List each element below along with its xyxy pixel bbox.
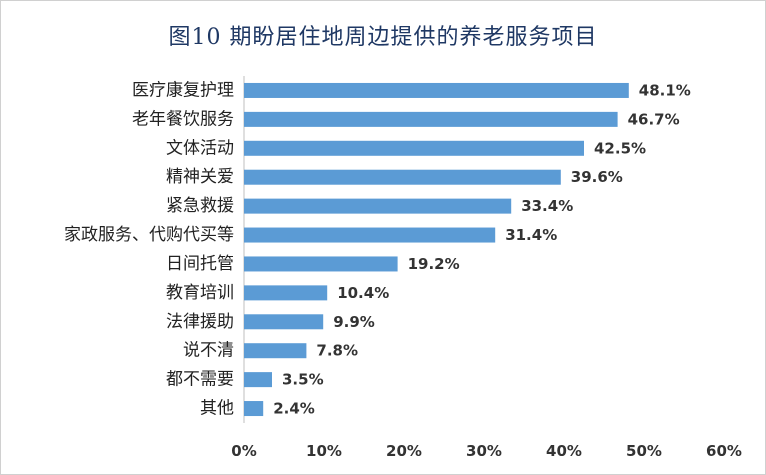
category-label: 其他 bbox=[200, 399, 234, 419]
x-tick-label: 0% bbox=[231, 442, 256, 460]
category-label: 文体活动 bbox=[166, 138, 234, 158]
value-label: 39.6% bbox=[571, 168, 623, 186]
value-label: 33.4% bbox=[521, 197, 573, 215]
bar bbox=[244, 256, 398, 272]
value-label: 46.7% bbox=[628, 110, 680, 128]
x-tick-label: 10% bbox=[306, 442, 342, 460]
value-label: 48.1% bbox=[639, 81, 691, 99]
value-label: 7.8% bbox=[316, 342, 358, 360]
bar bbox=[244, 285, 328, 301]
value-label: 10.4% bbox=[337, 284, 389, 302]
bar bbox=[244, 343, 307, 359]
category-label: 日间托管 bbox=[166, 254, 234, 274]
value-label: 19.2% bbox=[408, 255, 460, 273]
x-tick-label: 20% bbox=[386, 442, 422, 460]
x-tick-label: 30% bbox=[466, 442, 502, 460]
bar bbox=[244, 111, 618, 127]
bar bbox=[244, 198, 512, 214]
x-tick-label: 50% bbox=[626, 442, 662, 460]
category-label: 都不需要 bbox=[166, 370, 234, 390]
bar bbox=[244, 314, 324, 330]
value-label: 2.4% bbox=[273, 400, 315, 418]
category-label: 说不清 bbox=[183, 341, 234, 361]
x-tick-label: 60% bbox=[706, 442, 742, 460]
value-label: 31.4% bbox=[505, 226, 557, 244]
category-label: 家政服务、代购代买等 bbox=[64, 225, 234, 245]
bar bbox=[244, 227, 496, 243]
category-label: 精神关爱 bbox=[166, 167, 234, 187]
bar bbox=[244, 372, 272, 388]
chart-title: 图10 期盼居住地周边提供的养老服务项目 bbox=[168, 25, 598, 50]
category-label: 老年餐饮服务 bbox=[132, 109, 234, 129]
category-label: 医疗康复护理 bbox=[132, 80, 234, 100]
category-label: 紧急救援 bbox=[166, 196, 234, 216]
bar bbox=[244, 401, 264, 417]
value-label: 9.9% bbox=[333, 313, 375, 331]
x-tick-label: 40% bbox=[546, 442, 582, 460]
value-label: 42.5% bbox=[594, 139, 646, 157]
bar bbox=[244, 140, 584, 156]
category-label: 教育培训 bbox=[166, 283, 234, 303]
category-label: 法律援助 bbox=[166, 312, 234, 332]
value-label: 3.5% bbox=[282, 371, 324, 389]
bar bbox=[244, 169, 561, 185]
bar bbox=[244, 82, 629, 98]
